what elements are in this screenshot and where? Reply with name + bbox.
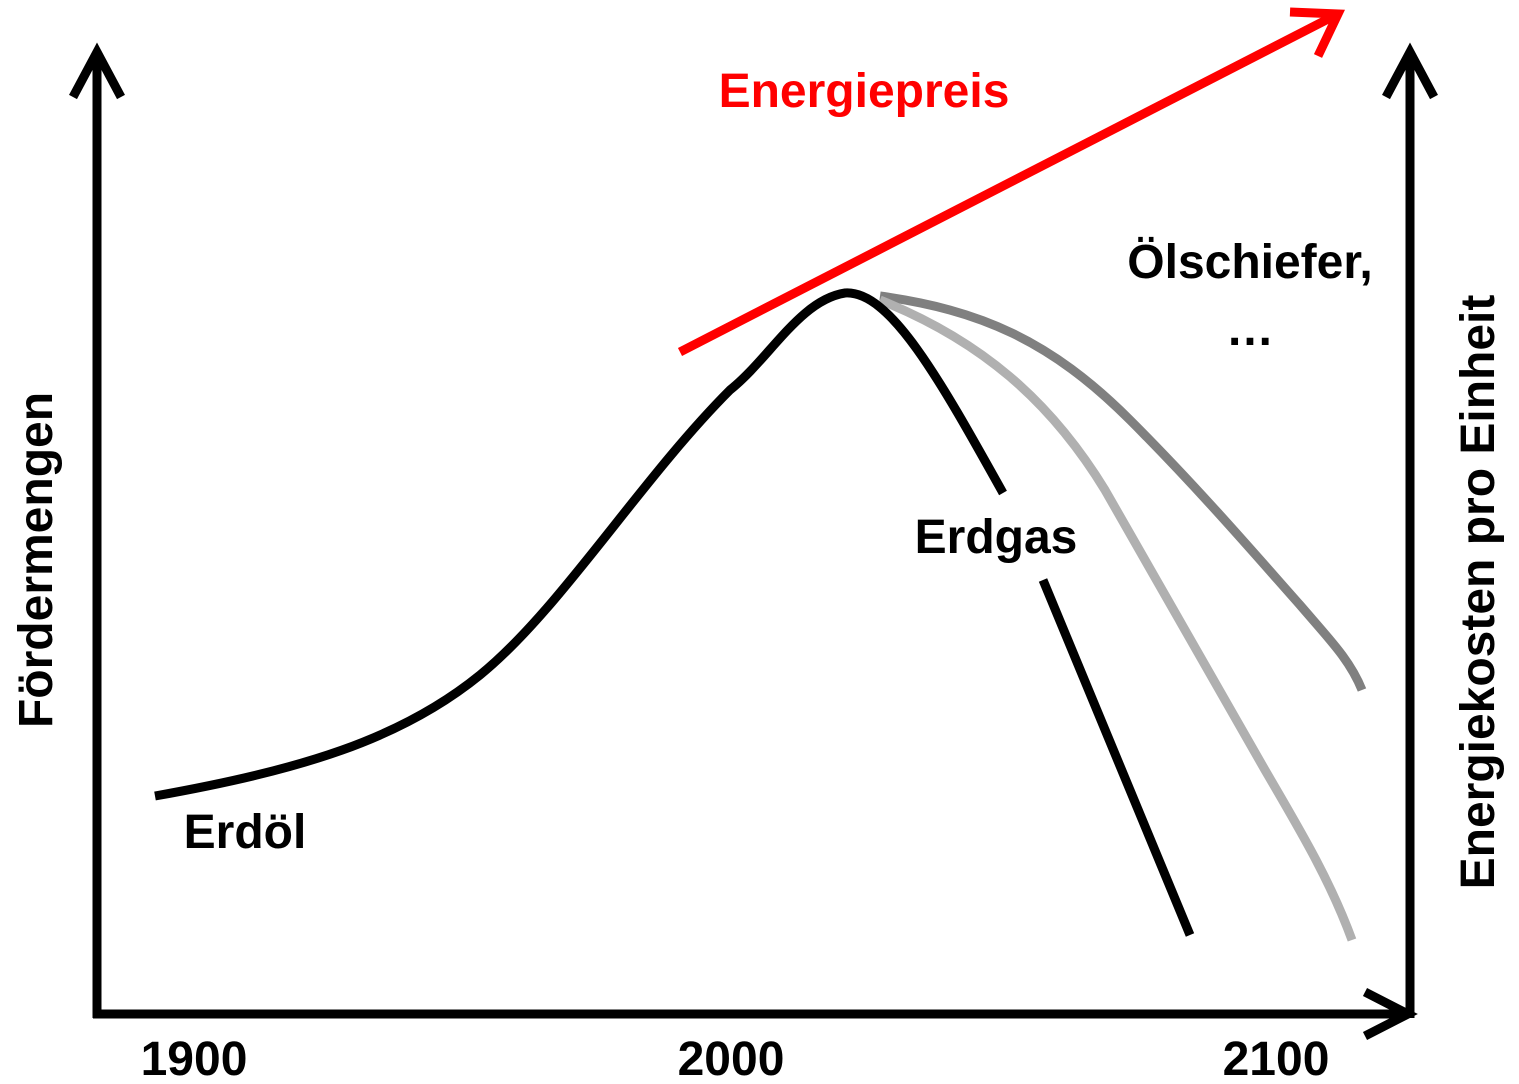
left-arrowhead xyxy=(69,42,125,100)
oil-label: Erdöl xyxy=(184,806,307,859)
price-label: Energiepreis xyxy=(719,65,1010,118)
oil-curve-tail xyxy=(1038,578,1195,937)
curves xyxy=(154,7,1367,942)
x-label: 2100 xyxy=(1223,1033,1330,1084)
x-label: 1900 xyxy=(141,1033,248,1084)
gas-extension-curve xyxy=(878,295,1357,942)
ellipsis-label: … xyxy=(1226,303,1274,356)
price-arrowhead xyxy=(1289,7,1345,58)
axes xyxy=(69,42,1438,1041)
right-arrowhead xyxy=(1382,42,1438,100)
gas-label: Erdgas xyxy=(915,511,1078,564)
price-arrow xyxy=(677,12,1335,357)
oil-curve xyxy=(154,288,1007,801)
y-right-label: Energiekosten pro Einheit xyxy=(1452,295,1505,890)
x-label: 2000 xyxy=(678,1033,785,1084)
shale-label: Ölschiefer, xyxy=(1127,236,1372,289)
y-left-label: Fördermengen xyxy=(10,392,63,728)
shale-curve xyxy=(879,291,1367,692)
